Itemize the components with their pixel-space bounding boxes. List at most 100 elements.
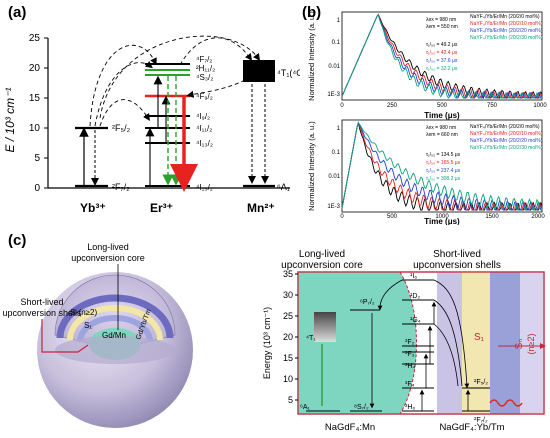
top-xtick-3: 750 [487, 103, 498, 109]
shell-callout-line2: upconversion shells [2, 308, 82, 318]
top-xtick-0: 0 [340, 103, 344, 109]
curves-bot-curve-3 [341, 121, 542, 211]
core-shell-energy-diagram: Long-lived upconversion core Short-lived… [262, 249, 546, 433]
s1-label: S₁ [84, 321, 92, 330]
bottom-plot-frame [341, 119, 543, 213]
core-p72-label: ⁶P₇/₂ [360, 299, 375, 306]
bottom-ytick-3: 1E-3 [327, 204, 340, 210]
tm-level-6: ³F₄ [405, 381, 415, 388]
yb-f52-label: ²F₅/₂ [474, 379, 488, 386]
shell-yellow [67, 305, 163, 341]
core-shell-boundary [399, 271, 417, 415]
top-legend-0: λex = 980 nm [426, 17, 456, 23]
tm-level-2: ¹G₄ [410, 317, 421, 324]
top-xtick-4: 1000 [533, 103, 547, 109]
shell-callout-pointer [41, 319, 89, 353]
bottom-legend-1: λem = 660 nm [426, 132, 458, 138]
er-level-2: ⁴S₃/₂ [196, 73, 213, 82]
core-s72-label: ⁸S₇/₂ [354, 404, 369, 411]
er-level-labels: ⁴F₇/₂ ²H₁₁/₂ ⁴S₃/₂ ⁴F₉/₂ ⁴I₉/₂ ⁴I₁₁/₂ ⁴I… [196, 55, 215, 192]
top-ytick-2: 0.01 [328, 64, 340, 70]
top-xtick-2: 500 [437, 103, 448, 109]
diagram-shell-title-1: Short-lived [433, 249, 481, 260]
bottom-y-ticks: 1 0.1 0.01 1E-3 [327, 126, 340, 210]
bottom-xtick-0: 0 [340, 214, 344, 220]
curves-top-curve-3 [341, 13, 542, 99]
top-legend: λex = 980 nm λem = 550 nm NaYF₄/Yb/Er/Mn… [426, 14, 543, 72]
diagram-ytick-4: 25 [283, 311, 293, 321]
tm-level-0: ¹I₆ [410, 273, 417, 280]
diagram-shell-title-2: upconversion shells [413, 260, 501, 271]
er-level-4: ⁴I₉/₂ [196, 112, 210, 121]
sn-label: Sₙ(n≥2) [70, 308, 97, 317]
top-xtick-1: 250 [387, 103, 398, 109]
diagram-sn: Sₙ [514, 339, 525, 350]
top-ytick-1: 0.1 [332, 40, 341, 46]
core-a1-label: ⁶A₁ [300, 404, 311, 411]
bottom-decay-curves [341, 121, 543, 211]
bottom-x-ticks: 0 500 1000 1500 2000 [340, 214, 545, 220]
shell-name: NaGdF₄:Yb/Tm [439, 422, 504, 433]
tm-levels [402, 279, 434, 412]
top-ylabel: Normalized Intensity (a. u.) [307, 11, 316, 101]
energy-level-diagram-a: 0 5 10 15 20 25 E / 10³ cm⁻¹ ²F₅/₂ ²F₇/₂… [3, 33, 300, 215]
energy-transfer-arrows [89, 35, 261, 127]
top-lifetime-3: τ₁/₅₀ = 32.2 μs [426, 66, 458, 72]
diagram-sn2: (n≥2) [526, 334, 536, 355]
core-t1-band [314, 312, 336, 342]
mn-upper-label: ⁴T₁(⁴G) [277, 68, 300, 78]
mn-lower-label: ⁶A₁ [277, 182, 290, 192]
shell-bg-3 [490, 272, 520, 414]
y-tick-a-5: 25 [29, 33, 41, 44]
top-xlabel: Time (μs) [424, 111, 460, 120]
mn-ion-label: Mn²⁺ [247, 201, 275, 215]
top-legend-2: NaYF₄/Yb/Er/Mn (20/2/0 mol%) [470, 14, 540, 20]
diagram-ytick-2: 15 [283, 353, 293, 363]
excitation-wave [489, 399, 523, 407]
shell-callout-line1: Short-lived [20, 297, 63, 307]
y-tick-a-2: 10 [29, 123, 41, 134]
shell-bg-2 [462, 272, 490, 414]
top-decay-curves [341, 13, 543, 99]
bottom-ytick-2: 0.01 [328, 174, 340, 180]
diagram-y-ticks: 5 10 15 20 25 30 35 [283, 269, 298, 405]
diagram-ytick-1: 10 [283, 374, 293, 384]
core-callout-line2: upconversion core [71, 253, 145, 263]
top-lifetime-2: τ₁/₅₀ = 37.6 μs [426, 58, 458, 64]
er-level-3: ⁴F₉/₂ [196, 92, 213, 101]
bottom-xtick-3: 1500 [485, 214, 499, 220]
bottom-xtick-4: 2000 [531, 214, 545, 220]
er-level-6: ⁴I₁₃/₂ [196, 139, 213, 148]
core-comp-label: Gd/Mn [102, 331, 126, 340]
bottom-xtick-2: 1000 [435, 214, 449, 220]
diagram-s1: S₁ [474, 332, 485, 343]
y-ticks-a: 0 5 10 15 20 25 [29, 33, 48, 194]
decay-curves-b: Normalized Intensity (a. u.) Normalized … [307, 11, 547, 225]
top-x-ticks: 0 250 500 750 1000 [340, 103, 547, 109]
diagram-ytick-3: 20 [283, 332, 293, 342]
bottom-legend-4: NaYF₄/Yb/Er/Mn (20/2/20 mol%) [470, 138, 543, 144]
top-plot-frame [341, 11, 543, 101]
bottom-lifetime-3: τ₁/₅₀ = 308.2 μs [426, 176, 461, 182]
bottom-xlabel: Time (μs) [424, 217, 460, 225]
y-tick-a-1: 5 [34, 153, 40, 164]
er-level-5: ⁴I₁₁/₂ [196, 124, 212, 133]
diagram-core-title-2: upconversion core [281, 260, 363, 271]
yb-upper-label: ²F₅/₂ [112, 123, 131, 133]
tm-level-3: ³F₂ [405, 339, 415, 346]
er-level-0: ⁴F₇/₂ [196, 55, 212, 64]
bottom-ytick-1: 0.1 [332, 150, 341, 156]
top-legend-3: NaYF₄/Yb/Er/Mn (20/2/10 mol%) [470, 21, 543, 27]
shell-inner [77, 315, 153, 343]
diagram-ytick-6: 35 [283, 269, 293, 279]
yb-ion-label: Yb³⁺ [80, 201, 106, 215]
top-y-ticks: 1 0.1 0.01 1E-3 [327, 18, 340, 98]
yb-lower-label: ²F₇/₂ [112, 182, 130, 192]
bottom-legend: λex = 980 nm λem = 660 nm NaYF₄/Yb/Er/Mn… [426, 124, 543, 182]
y-tick-a-3: 15 [29, 93, 41, 104]
er-ion-label: Er³⁺ [150, 201, 173, 215]
diagram-ytick-5: 30 [283, 290, 293, 300]
yb-f72-label: ²F₇/₂ [474, 417, 488, 424]
bottom-xtick-1: 500 [387, 214, 398, 220]
bottom-legend-5: NaYF₄/Yb/Er/Mn (20/2/30 mol%) [470, 145, 543, 151]
